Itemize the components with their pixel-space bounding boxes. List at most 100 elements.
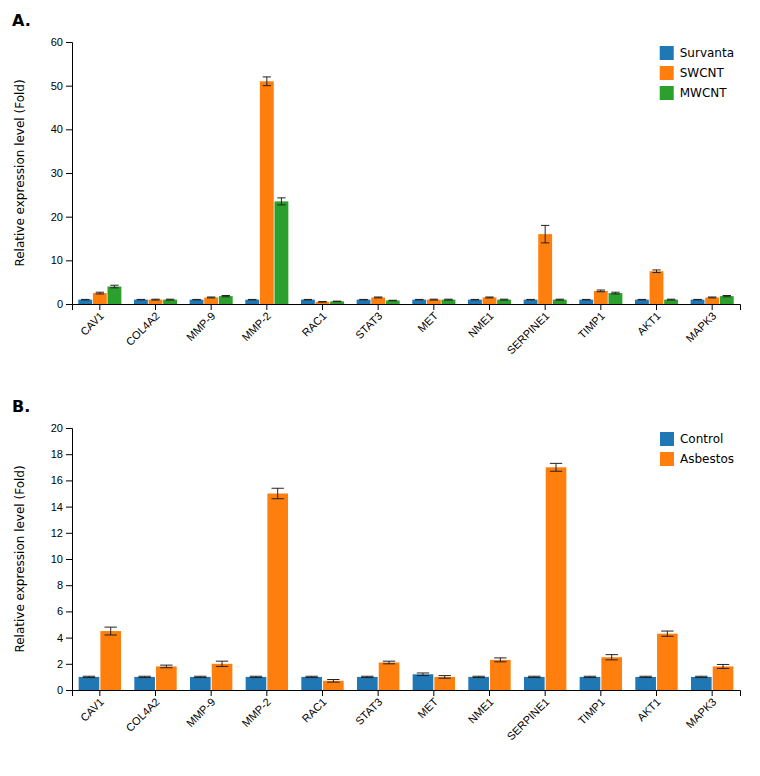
error-bar bbox=[277, 198, 285, 205]
x-tick-label: MAPK3 bbox=[684, 310, 719, 345]
bar bbox=[580, 677, 601, 690]
bar bbox=[427, 300, 441, 304]
bar bbox=[274, 201, 288, 304]
x-tick: RAC1 bbox=[299, 690, 328, 725]
y-tick: 0 bbox=[57, 298, 72, 310]
bar-series bbox=[100, 463, 733, 690]
legend-label: MWCNT bbox=[680, 86, 728, 100]
bar bbox=[267, 494, 288, 691]
error-bar bbox=[606, 655, 618, 660]
error-bar bbox=[471, 299, 479, 300]
x-tick-label: NME1 bbox=[466, 696, 496, 726]
x-tick-mark bbox=[489, 304, 490, 310]
y-tick-label: 20 bbox=[51, 211, 63, 223]
x-tick: MMP-9 bbox=[184, 304, 218, 343]
y-tick-label: 10 bbox=[51, 553, 63, 565]
bar bbox=[608, 293, 622, 304]
error-bar bbox=[528, 676, 540, 677]
x-tick: AKT1 bbox=[635, 690, 663, 723]
error-bar bbox=[695, 676, 707, 677]
x-tick: SERPINE1 bbox=[504, 304, 551, 356]
x-tick: COL4A2 bbox=[123, 304, 161, 348]
error-bar bbox=[96, 292, 104, 294]
x-tick: CAV1 bbox=[78, 304, 106, 338]
bar bbox=[705, 297, 719, 304]
error-bar bbox=[417, 673, 429, 676]
error-bar bbox=[494, 658, 506, 662]
bar bbox=[483, 297, 497, 304]
x-tick-label: AKT1 bbox=[635, 310, 663, 338]
axis-line bbox=[66, 43, 73, 305]
x-tick-label: MET bbox=[415, 309, 440, 334]
x-tick-label: AKT1 bbox=[635, 696, 663, 724]
x-tick: MMP-9 bbox=[184, 690, 218, 729]
bar bbox=[357, 677, 378, 690]
x-tick-label: MAPK3 bbox=[684, 696, 719, 731]
x-tick: MET bbox=[415, 304, 440, 334]
x-tick: MMP-2 bbox=[240, 304, 274, 343]
bar bbox=[579, 300, 593, 304]
legend-item: MWCNT bbox=[660, 86, 728, 100]
bar bbox=[190, 677, 211, 690]
error-bar bbox=[318, 301, 326, 302]
x-tick-mark bbox=[99, 690, 100, 696]
x-tick-mark bbox=[378, 304, 379, 310]
error-bar bbox=[485, 297, 493, 299]
error-bar bbox=[304, 299, 312, 300]
legend: SurvantaSWCNTMWCNT bbox=[660, 46, 734, 100]
legend: Control Asbestos bbox=[660, 432, 734, 466]
error-bar bbox=[597, 290, 605, 292]
error-bar bbox=[250, 676, 262, 677]
x-tick-mark bbox=[322, 690, 323, 696]
x-tick-mark bbox=[433, 304, 434, 310]
bar bbox=[524, 677, 545, 690]
legend-label: Control bbox=[680, 432, 723, 446]
bar bbox=[468, 300, 482, 304]
x-tick-label: COL4A2 bbox=[123, 696, 161, 734]
y-tick: 30 bbox=[51, 167, 72, 179]
x-tick-mark bbox=[378, 690, 379, 696]
legend-swatch bbox=[660, 46, 674, 60]
error-bar bbox=[638, 299, 646, 300]
bar bbox=[204, 297, 218, 304]
y-tick-label: 18 bbox=[51, 448, 63, 460]
bar bbox=[301, 300, 315, 304]
x-tick-label: MMP-2 bbox=[240, 310, 274, 344]
y-tick-label: 50 bbox=[51, 80, 63, 92]
bar bbox=[720, 296, 734, 304]
bar bbox=[468, 677, 489, 690]
y-tick-label: 14 bbox=[51, 501, 63, 513]
bar bbox=[490, 660, 511, 690]
y-tick-mark bbox=[66, 173, 72, 174]
error-bar bbox=[83, 676, 95, 677]
y-tick-mark bbox=[66, 86, 72, 87]
y-tick: 10 bbox=[51, 553, 72, 565]
error-bar bbox=[359, 299, 367, 300]
x-tick-mark bbox=[155, 304, 156, 310]
bar bbox=[524, 300, 538, 304]
error-bar bbox=[693, 299, 701, 300]
x-tick: STAT3 bbox=[353, 304, 385, 341]
error-bar bbox=[717, 664, 729, 668]
legend-item: Survanta bbox=[660, 46, 734, 60]
x-tick-mark bbox=[266, 690, 267, 696]
y-tick-mark bbox=[66, 42, 72, 43]
bar bbox=[713, 666, 734, 690]
error-bar bbox=[272, 488, 284, 498]
bar bbox=[691, 300, 705, 304]
legend-label: Asbestos bbox=[680, 452, 734, 466]
y-tick: 6 bbox=[57, 605, 72, 617]
error-bar bbox=[611, 292, 619, 294]
x-tick: TIMP1 bbox=[576, 690, 607, 727]
y-tick-mark bbox=[66, 428, 72, 429]
x-tick-label: COL4A2 bbox=[123, 310, 161, 348]
plot-area bbox=[79, 463, 734, 690]
x-tick: MAPK3 bbox=[684, 304, 719, 344]
error-bar bbox=[327, 680, 339, 683]
y-tick: 60 bbox=[51, 36, 72, 48]
y-tick-label: 12 bbox=[51, 527, 63, 539]
bar bbox=[635, 677, 656, 690]
x-tick-mark bbox=[211, 690, 212, 696]
error-bar bbox=[430, 299, 438, 301]
y-axis: 0102030405060 bbox=[51, 36, 73, 310]
